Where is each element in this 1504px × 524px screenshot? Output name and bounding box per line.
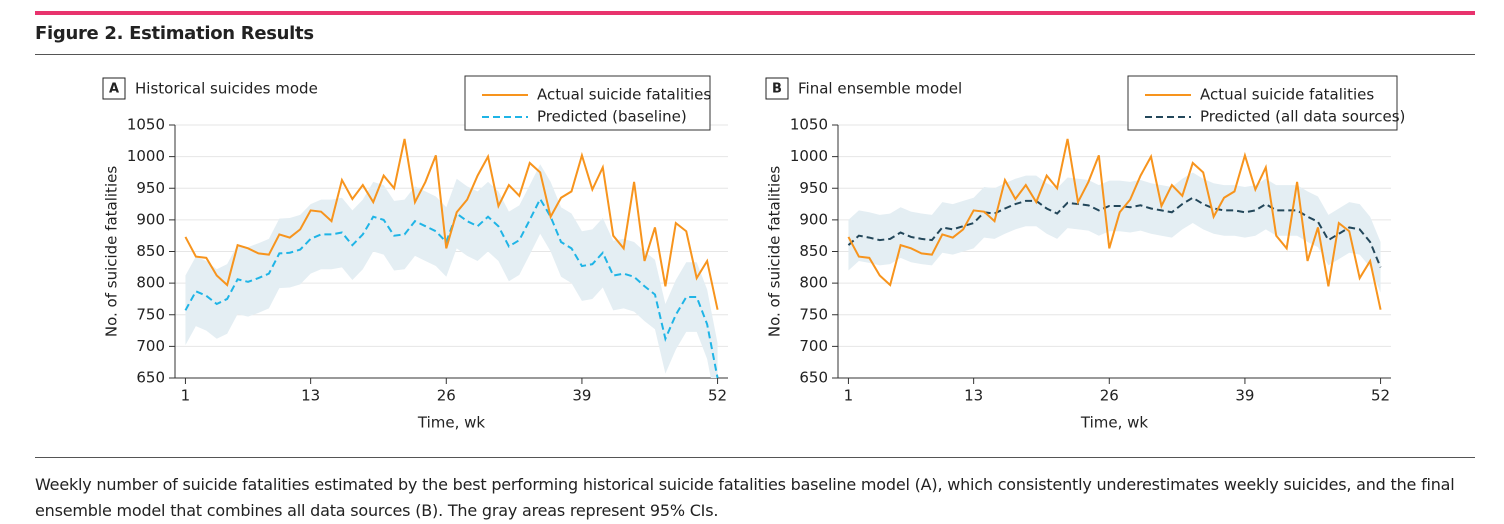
figure: A Historical suicides mode 650 700 750 800 850… — [102, 75, 1405, 432]
y-tick-label: 800 — [799, 274, 828, 292]
x-tick-label: 13 — [964, 387, 983, 405]
y-tick-label: 700 — [799, 337, 828, 355]
panel-title: Final ensemble model — [798, 80, 962, 98]
y-tick-label: 1050 — [790, 116, 828, 134]
panel-letter: A — [109, 82, 119, 97]
y-tick-label: 650 — [136, 369, 165, 387]
x-tick-label: 1 — [181, 387, 191, 405]
legend-label: Actual suicide fatalities — [1200, 86, 1374, 104]
y-tick-label: 750 — [799, 305, 828, 323]
y-tick-label: 950 — [799, 179, 828, 197]
series-line — [847, 138, 1382, 310]
legend-label: Predicted (all data sources) — [1200, 108, 1405, 126]
y-axis-label: No. of suicide fatalities — [103, 166, 121, 337]
y-tick-label: 850 — [136, 242, 165, 260]
y-tick-label: 900 — [136, 210, 165, 228]
x-tick-label: 13 — [301, 387, 320, 405]
x-tick-label: 52 — [708, 387, 727, 405]
y-tick-label: 950 — [136, 179, 165, 197]
y-tick-label: 650 — [799, 369, 828, 387]
legend-box — [464, 75, 711, 131]
y-tick-label: 1000 — [127, 147, 165, 165]
series-line — [184, 138, 719, 310]
y-tick-label: 700 — [136, 337, 165, 355]
legend-label: Actual suicide fatalities — [537, 86, 711, 104]
y-tick-label: 900 — [799, 210, 828, 228]
panel-letter: B — [772, 82, 782, 97]
x-tick-label: 26 — [437, 387, 456, 405]
y-axis-label: No. of suicide fatalities — [766, 166, 784, 337]
x-tick-label: 39 — [1235, 387, 1254, 405]
x-tick-label: 26 — [1100, 387, 1119, 405]
legend-box — [1127, 75, 1398, 131]
caption: Weekly number of suicide fatalities esti… — [35, 475, 1455, 520]
y-tick-label: 750 — [136, 305, 165, 323]
x-axis-label: Time, wk — [1080, 414, 1149, 432]
rule — [35, 54, 1475, 55]
x-tick-label: 39 — [572, 387, 591, 405]
rule — [35, 457, 1475, 458]
ci-band — [848, 172, 1381, 293]
y-tick-label: 850 — [799, 242, 828, 260]
panel-box — [102, 77, 126, 100]
y-tick-label: 1050 — [127, 116, 165, 134]
y-tick-label: 800 — [136, 274, 165, 292]
panel-box — [765, 77, 789, 100]
y-tick-label: 1000 — [790, 147, 828, 165]
panel-title: Historical suicides mode — [135, 80, 318, 98]
x-tick-label: 1 — [844, 387, 854, 405]
ci-band — [185, 164, 718, 378]
x-axis-label: Time, wk — [417, 414, 486, 432]
figure-title: Figure 2. Estimation Results — [35, 23, 314, 44]
legend-label: Predicted (baseline) — [537, 108, 687, 126]
accent-bar — [35, 11, 1475, 15]
x-tick-label: 52 — [1371, 387, 1390, 405]
